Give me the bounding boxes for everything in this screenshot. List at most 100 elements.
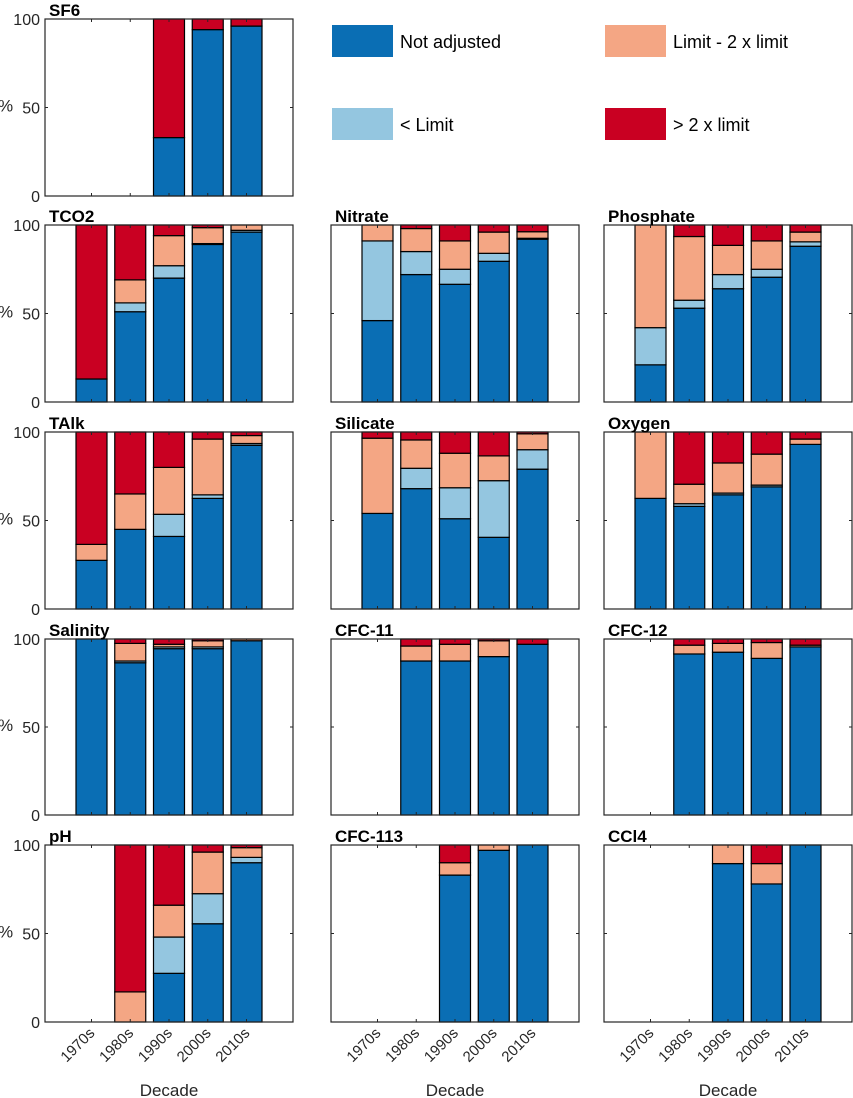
panel-title: CFC-12 [608, 621, 668, 640]
bar-phosphate-2010s-limit-2-x-limit [789, 231, 822, 243]
bar-phosphate-1990s-limit-2-x-limit [711, 244, 745, 276]
bar-tco2-1970s-not-adjusted [75, 378, 108, 403]
bar-talk-1990s-limit [152, 513, 186, 538]
bar-phosphate-1990s-2-x-limit [711, 224, 745, 246]
x-tick-label: 1970s [57, 1025, 98, 1066]
bar-oxygen-1980s-not-adjusted [673, 505, 706, 610]
panel-silicate: Silicate [330, 414, 580, 610]
bar-talk-1990s-not-adjusted [152, 535, 186, 610]
bar-tco2-1980s-limit-2-x-limit [114, 279, 147, 304]
bar-silicate-1990s-2-x-limit [438, 431, 472, 454]
x-tick-label: 1980s [382, 1025, 423, 1066]
bar-phosphate-1980s-limit [673, 299, 706, 309]
x-tick-label: 1990s [135, 1025, 176, 1066]
legend-swatch [605, 108, 666, 140]
y-tick-label: 50 [22, 101, 40, 118]
bar-silicate-1970s-limit-2-x-limit [361, 437, 394, 515]
legend-swatch [605, 25, 666, 57]
x-tick-label: 2000s [174, 1025, 215, 1066]
bar-ccl4-2000s-not-adjusted [750, 883, 783, 1023]
bar-sf6-1990s-2-x-limit [152, 18, 186, 139]
bar-oxygen-1970s-limit-2-x-limit [634, 431, 667, 499]
bar-nitrate-2010s-limit-2-x-limit [516, 231, 549, 239]
bar-salinity-2010s-not-adjusted [230, 640, 263, 816]
bar-cfc-12-1990s-not-adjusted [711, 651, 745, 816]
bar-ccl4-2000s-limit-2-x-limit [750, 862, 783, 885]
panel-title: Nitrate [335, 207, 389, 226]
bar-talk-1970s-2-x-limit [75, 431, 108, 545]
panel-title: Phosphate [608, 207, 695, 226]
bar-cfc-11-1990s-limit-2-x-limit [438, 643, 472, 662]
panel-nitrate: Nitrate [330, 207, 580, 403]
bar-cfc-11-1990s-not-adjusted [438, 660, 472, 816]
bar-nitrate-1990s-not-adjusted [438, 283, 472, 403]
bar-phosphate-2010s-limit [789, 241, 822, 247]
bar-salinity-2000s-not-adjusted [191, 648, 224, 816]
bar-cfc-12-2000s-not-adjusted [750, 657, 783, 816]
x-tick-label: 1970s [343, 1025, 384, 1066]
bar-talk-1980s-not-adjusted [114, 528, 147, 610]
bar-cfc-11-1980s-not-adjusted [400, 660, 433, 816]
x-axis-label: Decade [140, 1081, 199, 1098]
bar-talk-2010s-not-adjusted [230, 444, 263, 610]
y-tick-label: 0 [31, 189, 40, 206]
y-tick-label: 100 [13, 425, 40, 442]
bar-sf6-2000s-not-adjusted [191, 29, 224, 197]
bar-silicate-2010s-limit-2-x-limit [516, 433, 549, 451]
bar-talk-1970s-not-adjusted [75, 559, 108, 610]
bar-ph-2000s-limit [191, 893, 224, 925]
bar-cfc-12-1980s-not-adjusted [673, 653, 706, 816]
bar-ph-2010s-limit [230, 856, 263, 864]
bar-silicate-2010s-not-adjusted [516, 468, 549, 610]
bar-talk-2000s-limit-2-x-limit [191, 438, 224, 496]
bar-tco2-1990s-limit [152, 265, 186, 279]
y-tick-label: 100 [13, 218, 40, 235]
bar-silicate-1990s-limit [438, 487, 472, 520]
bar-talk-2010s-limit-2-x-limit [230, 434, 263, 445]
bar-cfc-11-2010s-not-adjusted [516, 643, 549, 816]
y-axis-label: % [0, 510, 13, 529]
bar-ph-1990s-2-x-limit [152, 844, 186, 906]
panel-title: pH [49, 827, 72, 846]
bar-nitrate-1980s-limit [400, 250, 433, 276]
x-tick-label: 2000s [460, 1025, 501, 1066]
bar-cfc-11-2000s-not-adjusted [477, 655, 510, 816]
legend-entry-not-adjusted: Not adjusted [332, 25, 501, 57]
bar-silicate-1970s-not-adjusted [361, 512, 394, 610]
bar-nitrate-1990s-limit-2-x-limit [438, 240, 472, 270]
bar-silicate-2010s-limit [516, 449, 549, 470]
bar-silicate-1980s-limit [400, 467, 433, 490]
y-tick-label: 50 [22, 720, 40, 737]
x-tick-label: 1970s [616, 1025, 657, 1066]
bar-silicate-2000s-limit-2-x-limit [477, 455, 510, 482]
bar-tco2-1990s-limit-2-x-limit [152, 235, 186, 267]
bar-tco2-2000s-not-adjusted [191, 243, 224, 403]
bar-oxygen-1970s-not-adjusted [634, 497, 667, 610]
bar-silicate-1990s-not-adjusted [438, 518, 472, 610]
panel-title: Silicate [335, 414, 395, 433]
bar-phosphate-1980s-not-adjusted [673, 307, 706, 403]
panel-title: CFC-11 [335, 621, 394, 640]
bar-ccl4-1990s-not-adjusted [711, 862, 745, 1023]
y-tick-label: 100 [13, 632, 40, 649]
y-axis-label: % [0, 716, 13, 735]
bar-sf6-1990s-not-adjusted [152, 136, 186, 197]
panel-title: Oxygen [608, 414, 670, 433]
bar-phosphate-1970s-limit-2-x-limit [634, 224, 667, 329]
y-tick-label: 0 [31, 808, 40, 825]
bar-nitrate-2000s-limit-2-x-limit [477, 231, 510, 254]
bar-oxygen-2000s-limit-2-x-limit [750, 453, 783, 486]
bar-nitrate-1980s-limit-2-x-limit [400, 227, 433, 253]
bar-cfc-113-1990s-limit-2-x-limit [438, 862, 472, 876]
x-axis-label: Decade [426, 1081, 485, 1098]
panel-talk: 0 50 100% TAlk [0, 414, 294, 619]
x-tick-label: 1980s [655, 1025, 696, 1066]
bar-nitrate-2010s-not-adjusted [516, 238, 549, 403]
bar-ccl4-2010s-not-adjusted [789, 844, 822, 1023]
y-axis-label: % [0, 923, 13, 942]
bar-ph-1990s-limit-2-x-limit [152, 904, 186, 938]
y-tick-label: 100 [13, 838, 40, 855]
bar-cfc-113-1990s-not-adjusted [438, 874, 472, 1023]
